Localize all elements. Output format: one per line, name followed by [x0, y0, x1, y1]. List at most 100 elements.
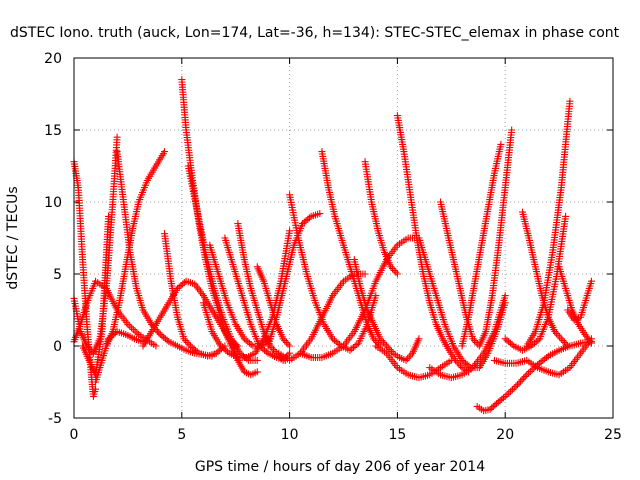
data-point [523, 371, 531, 379]
data-point [566, 97, 574, 105]
data-point [587, 277, 595, 285]
data-point [415, 335, 423, 343]
series-28 [458, 140, 505, 350]
data-point [262, 348, 270, 356]
y-tick-label: 15 [44, 123, 62, 139]
data-point [104, 212, 112, 220]
x-tick-label: 10 [281, 427, 299, 443]
series-15 [253, 263, 294, 350]
data-point [282, 338, 290, 346]
data-point [152, 342, 160, 350]
series-13 [221, 234, 289, 364]
series-7 [139, 277, 242, 350]
data-point [499, 394, 507, 402]
data-point [269, 346, 277, 354]
y-tick-label: 20 [44, 51, 62, 67]
data-point [520, 374, 528, 382]
data-point [161, 148, 169, 156]
series-33 [523, 97, 574, 350]
data-point [133, 329, 141, 337]
series-23 [393, 112, 473, 376]
data-point [404, 355, 412, 363]
x-tick-label: 5 [177, 427, 186, 443]
data-point [129, 325, 137, 333]
series-30 [490, 335, 595, 379]
data-point [392, 268, 400, 276]
y-tick-label: -5 [48, 411, 62, 427]
data-point [185, 340, 193, 348]
data-point [224, 348, 232, 356]
data-point [155, 329, 163, 337]
series-0 [70, 158, 100, 400]
data-point [180, 279, 188, 287]
y-tick-label: 5 [53, 267, 62, 283]
series-26 [426, 292, 509, 382]
data-point [284, 340, 292, 348]
y-tick-label: 0 [53, 339, 62, 355]
series-9 [178, 76, 261, 379]
chart-title: dSTEC Iono. truth (auck, Lon=174, Lat=-3… [10, 25, 620, 41]
series-34 [555, 263, 595, 347]
data-point [526, 367, 534, 375]
data-point [560, 338, 568, 346]
data-point [126, 322, 134, 330]
data-point [387, 347, 395, 355]
data-point [497, 140, 505, 148]
data-point [447, 356, 455, 364]
data-point [515, 379, 523, 387]
data-point [305, 214, 313, 222]
data-point [353, 341, 361, 349]
x-tick-label: 15 [388, 427, 406, 443]
data-point [508, 341, 516, 349]
data-point [286, 342, 294, 350]
data-point [253, 368, 261, 376]
data-point [505, 389, 513, 397]
data-point [316, 210, 324, 218]
data-point [525, 369, 533, 377]
data-point [507, 387, 515, 395]
data-point [554, 331, 562, 339]
series-19 [318, 148, 384, 350]
data-point [92, 385, 100, 393]
data-point [247, 341, 255, 349]
series-12 [206, 241, 274, 350]
data-point [379, 338, 387, 346]
data-point [286, 349, 294, 357]
data-point [517, 377, 525, 385]
data-point [518, 376, 526, 384]
data-point [559, 337, 567, 345]
data-point [131, 327, 139, 335]
data-point [564, 342, 572, 350]
data-point [503, 391, 511, 399]
data-point [587, 339, 595, 347]
x-axis-label: GPS time / hours of day 206 of year 2014 [195, 459, 485, 475]
data-point [514, 381, 522, 389]
series-2 [70, 133, 121, 357]
data-point [512, 382, 520, 390]
data-point [361, 270, 369, 278]
data-point [183, 338, 191, 346]
data-point [501, 292, 509, 300]
plot-frame [73, 57, 614, 419]
data-point [557, 335, 565, 343]
x-tick-label: 25 [604, 427, 622, 443]
data-point [127, 324, 135, 332]
series-35 [564, 277, 595, 324]
series-21 [350, 256, 423, 364]
data-point [390, 266, 398, 274]
series-17 [264, 210, 324, 350]
data-point [113, 133, 121, 141]
data-point [556, 333, 564, 341]
series-18 [275, 270, 369, 364]
x-tick-label: 0 [70, 427, 79, 443]
data-point [508, 126, 516, 134]
data-point [381, 340, 389, 348]
y-axis-label: dSTEC / TECUs [5, 186, 21, 289]
data-point [534, 336, 542, 344]
series-10 [184, 162, 261, 364]
data-point [163, 336, 171, 344]
series-5 [102, 148, 169, 350]
y-tick-label: 10 [44, 195, 62, 211]
data-point [253, 356, 261, 364]
